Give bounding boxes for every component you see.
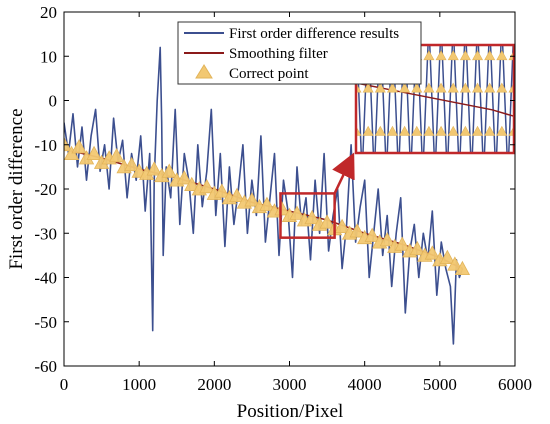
- legend-label-smooth: Smoothing filter: [229, 46, 328, 62]
- legend-label-points: Correct point: [229, 66, 309, 82]
- inset-point-36: [496, 50, 508, 61]
- correct-point-31: [289, 205, 305, 220]
- y-axis-label: First order difference: [6, 108, 27, 269]
- correct-point-7: [108, 147, 125, 163]
- legend-swatch-points: [195, 64, 213, 79]
- inset-point-16: [411, 82, 423, 93]
- correct-point-47: [409, 240, 425, 256]
- inset-point-24: [447, 50, 459, 61]
- y-tick-label-7: -50: [34, 313, 57, 332]
- inset-point-28: [459, 82, 471, 93]
- inset-point-11: [386, 125, 398, 136]
- inset-point-5: [362, 125, 374, 136]
- inset-point-23: [435, 125, 447, 136]
- x-tick-label-1: 1000: [122, 375, 156, 394]
- correct-point-37: [334, 218, 350, 234]
- x-tick-label-6: 6000: [498, 375, 532, 394]
- inset-point-8: [374, 125, 386, 136]
- correct-point-4: [86, 145, 102, 161]
- correct-point-35: [319, 214, 335, 229]
- axis-ticks: [63, 11, 516, 367]
- correct-point-33: [304, 209, 320, 225]
- x-tick-label-3: 3000: [273, 375, 307, 394]
- y-tick-label-1: 10: [40, 47, 57, 66]
- legend: First order difference results Smoothing…: [177, 21, 422, 85]
- inset-border: [354, 43, 516, 155]
- correct-point-14: [161, 163, 177, 178]
- y-tick-labels: 20 10 0 -10 -20 -30 -40 -50 -60: [34, 3, 57, 376]
- correct-point-17: [184, 176, 200, 191]
- inset-point-30: [472, 50, 484, 61]
- inset-point-17: [411, 125, 423, 136]
- inset-point-25: [447, 82, 459, 93]
- inset-point-34: [484, 82, 496, 93]
- correct-point-21: [214, 183, 230, 198]
- inset-point-35: [484, 125, 496, 136]
- correct-point-9: [123, 156, 140, 172]
- correct-point-52: [447, 256, 463, 271]
- x-tick-label-4: 4000: [348, 375, 382, 394]
- correct-point-16: [176, 170, 192, 185]
- correct-point-53: [454, 260, 471, 276]
- correct-point-45: [394, 236, 410, 251]
- y-tick-label-8: -60: [34, 357, 57, 376]
- correct-point-12: [146, 161, 162, 176]
- inset-point-22: [435, 82, 447, 93]
- legend-label-raw: First order difference results: [229, 26, 399, 42]
- y-tick-label-2: 0: [49, 92, 58, 111]
- inset-point-4: [362, 82, 374, 93]
- x-tick-label-2: 2000: [197, 375, 231, 394]
- correct-point-49: [424, 245, 440, 260]
- zoom-arrow: [332, 152, 355, 194]
- y-tick-label-0: 20: [40, 3, 57, 22]
- inset-point-26: [447, 125, 459, 136]
- x-tick-labels: 0 1000 2000 3000 4000 5000 6000: [60, 375, 532, 394]
- inset-point-33: [484, 50, 496, 61]
- correct-point-19: [199, 178, 215, 194]
- inset-point-31: [472, 82, 484, 93]
- inset-point-20: [423, 125, 435, 136]
- inset-point-13: [399, 82, 411, 93]
- y-tick-label-4: -20: [34, 180, 57, 199]
- inset-point-32: [472, 125, 484, 136]
- inset-point-19: [423, 82, 435, 93]
- inset-point-7: [374, 82, 386, 93]
- inset-point-29: [459, 125, 471, 136]
- correct-point-29: [274, 201, 290, 216]
- inset-point-14: [399, 125, 411, 136]
- correct-point-41: [364, 227, 380, 242]
- correct-point-51: [439, 249, 456, 264]
- correct-point-27: [259, 196, 275, 211]
- inset-point-10: [386, 82, 398, 93]
- y-tick-label-6: -40: [34, 269, 57, 288]
- x-tick-label-5: 5000: [423, 375, 457, 394]
- highlight-box: [279, 192, 336, 239]
- x-axis-label: Position/Pixel: [237, 401, 344, 422]
- correct-point-2: [71, 139, 87, 154]
- inset-point-38: [496, 125, 508, 136]
- inset-point-18: [423, 50, 435, 61]
- correct-point-25: [244, 192, 260, 207]
- correct-point-39: [349, 223, 365, 238]
- correct-point-43: [379, 232, 395, 247]
- correct-point-23: [229, 187, 245, 203]
- x-tick-label-0: 0: [60, 375, 69, 394]
- annotation-layer: [279, 152, 355, 239]
- y-tick-label-5: -30: [34, 224, 57, 243]
- inset-point-37: [496, 82, 508, 93]
- inset-point-27: [459, 50, 471, 61]
- series-correct-points: [64, 136, 471, 276]
- inset-point-21: [435, 50, 447, 61]
- y-tick-label-3: -10: [34, 136, 57, 155]
